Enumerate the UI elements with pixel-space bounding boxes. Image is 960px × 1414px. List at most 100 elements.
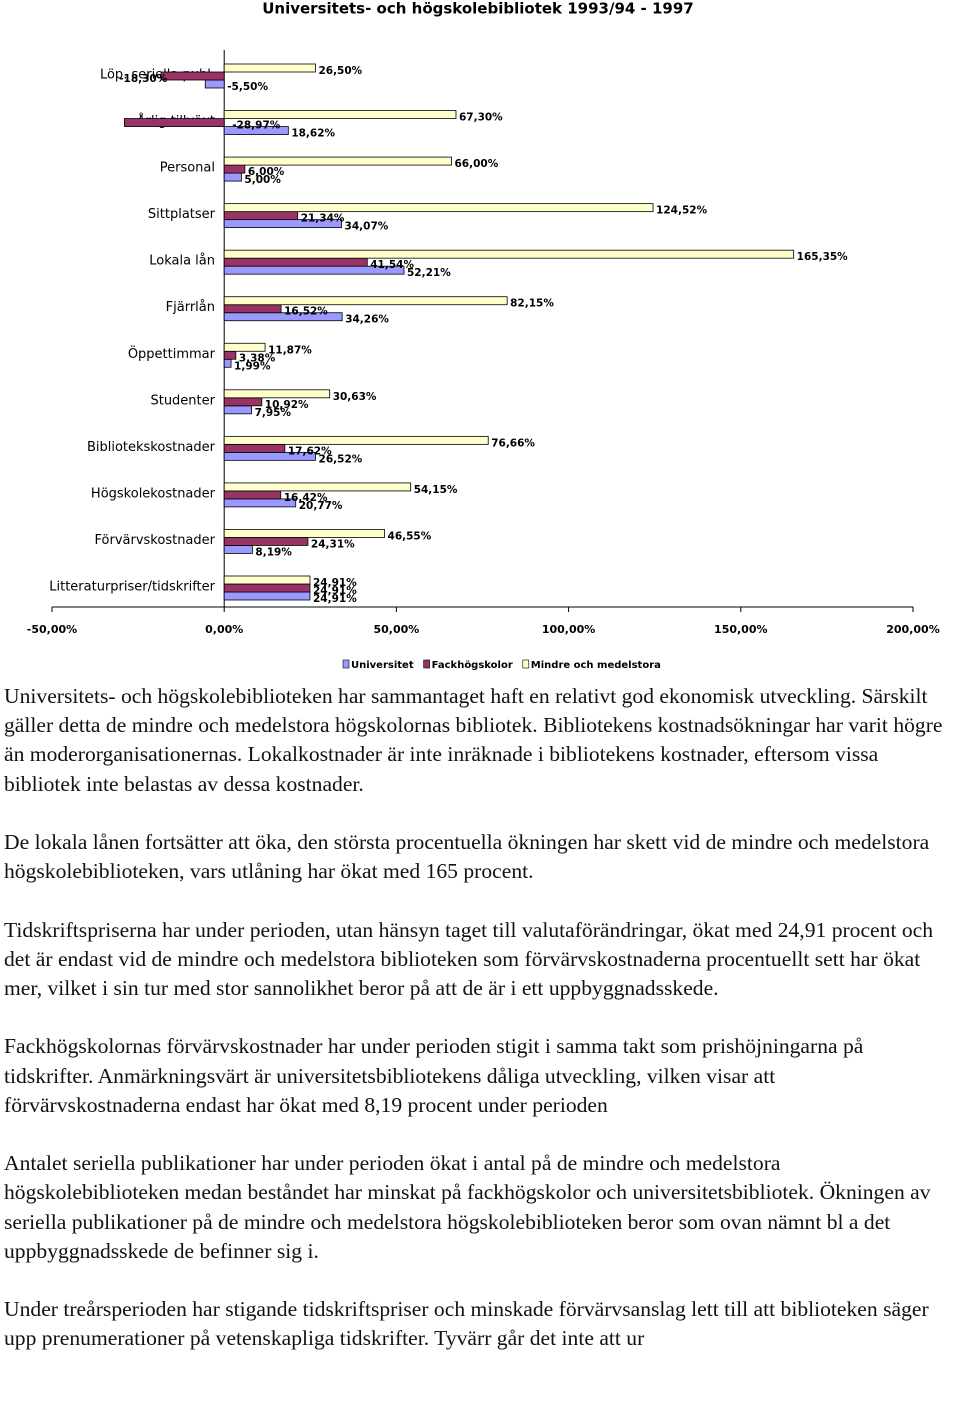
bar <box>223 490 282 500</box>
value-label: 34,07% <box>345 221 389 233</box>
legend-label: Universitet <box>351 660 414 671</box>
category-label: Sittplatser <box>148 207 216 222</box>
value-label: 30,63% <box>333 391 377 403</box>
value-label: 16,42% <box>284 492 328 504</box>
value-label: 21,34% <box>301 213 345 225</box>
value-label: 10,92% <box>265 399 309 411</box>
bar <box>223 164 246 174</box>
value-label: 6,00% <box>248 166 285 178</box>
bar <box>223 350 237 360</box>
paragraph: Under treårsperioden har stigande tidskr… <box>4 1297 929 1351</box>
bar <box>223 312 343 322</box>
paragraph: Tidskriftspriserna har under perioden, u… <box>4 917 934 1000</box>
value-label: 8,19% <box>255 546 292 558</box>
document-text: Universitets- och högskolebiblioteken ha… <box>0 682 960 1354</box>
bar <box>223 482 412 492</box>
bar <box>223 529 385 538</box>
bar <box>223 358 232 368</box>
legend-label: Fackhögskolor <box>432 660 513 671</box>
legend-swatch <box>522 659 530 669</box>
value-label: -28,97% <box>232 120 281 132</box>
bar <box>223 304 282 314</box>
value-label: 52,21% <box>407 267 451 279</box>
bar <box>223 575 311 585</box>
bar <box>223 537 309 546</box>
category-label: Lokala lån <box>149 254 215 269</box>
category-label: Förvärvskostnader <box>95 533 216 548</box>
x-tick-label: 0,00% <box>205 623 243 636</box>
value-label: -18,30% <box>119 73 168 85</box>
bar <box>124 118 225 127</box>
bar <box>223 249 795 259</box>
paragraph: Fackhögskolornas förvärvskostnader har u… <box>4 1034 864 1117</box>
x-tick-label: 50,00% <box>373 623 419 636</box>
value-label: 67,30% <box>459 112 503 124</box>
legend-label: Mindre och medelstora <box>531 660 661 671</box>
bar <box>223 389 331 399</box>
bar <box>223 583 311 593</box>
x-tick-label: 100,00% <box>542 623 595 636</box>
category-label: Studenter <box>150 393 215 408</box>
bar <box>223 203 654 213</box>
value-label: 5,00% <box>244 174 281 186</box>
bar <box>223 257 368 267</box>
bar <box>223 435 489 445</box>
value-label: 11,87% <box>268 344 312 356</box>
value-label: 20,77% <box>299 500 343 512</box>
legend-swatch <box>423 659 430 669</box>
bar <box>223 545 253 554</box>
chart-title: Universitets- och högskolebibliotek 1993… <box>262 0 694 18</box>
bar <box>223 156 452 166</box>
category-label: Högskolekostnader <box>91 486 216 501</box>
bar <box>223 342 266 352</box>
value-label: 24,91% <box>313 593 357 605</box>
value-label: 76,66% <box>491 437 535 449</box>
value-label: 41,54% <box>370 259 414 271</box>
value-label: 26,50% <box>318 65 362 77</box>
bar <box>223 172 242 182</box>
value-label: 1,99% <box>234 360 271 372</box>
value-label: 24,31% <box>311 538 355 550</box>
category-label: Bibliotekskostnader <box>87 440 216 455</box>
value-label: 54,15% <box>414 484 458 496</box>
value-label: -5,50% <box>227 81 268 93</box>
bar <box>223 591 311 601</box>
category-label: Personal <box>160 161 215 176</box>
category-label: Öppettimmar <box>128 345 216 362</box>
value-label: 165,35% <box>797 251 849 263</box>
paragraph: Universitets- och högskolebiblioteken ha… <box>4 684 943 796</box>
value-label: 124,52% <box>656 205 708 217</box>
bar <box>223 397 263 407</box>
value-label: 7,95% <box>255 407 292 419</box>
x-tick-label: 150,00% <box>714 623 767 636</box>
value-label: 24,91% <box>313 577 357 589</box>
paragraph: Antalet seriella publikationer har under… <box>4 1151 931 1263</box>
value-label: 24,91% <box>313 585 357 597</box>
bar <box>223 63 316 73</box>
bar <box>223 405 252 415</box>
paragraph: De lokala lånen fortsätter att öka, den … <box>4 830 930 884</box>
value-label: 26,52% <box>319 453 363 465</box>
bar <box>223 296 508 306</box>
value-label: 18,62% <box>291 128 335 140</box>
value-label: 66,00% <box>455 158 499 170</box>
value-label: 17,62% <box>288 445 332 457</box>
value-label: 34,26% <box>345 314 389 326</box>
bar <box>223 110 457 119</box>
value-label: 16,52% <box>284 306 328 318</box>
bar <box>160 71 225 81</box>
value-label: 82,15% <box>510 298 554 310</box>
bar <box>223 211 299 221</box>
category-label: Fjärrlån <box>166 300 215 315</box>
bar <box>204 79 225 89</box>
category-label: Litteraturpriser/tidskrifter <box>49 580 215 595</box>
chart: Universitets- och högskolebibliotek 1993… <box>27 0 940 671</box>
bar <box>223 443 286 453</box>
value-label: 46,55% <box>388 530 432 542</box>
x-tick-label: -50,00% <box>27 623 77 636</box>
x-tick-label: 200,00% <box>886 623 939 636</box>
bar <box>223 126 289 135</box>
value-label: 3,38% <box>239 352 276 364</box>
legend-swatch <box>342 659 350 669</box>
